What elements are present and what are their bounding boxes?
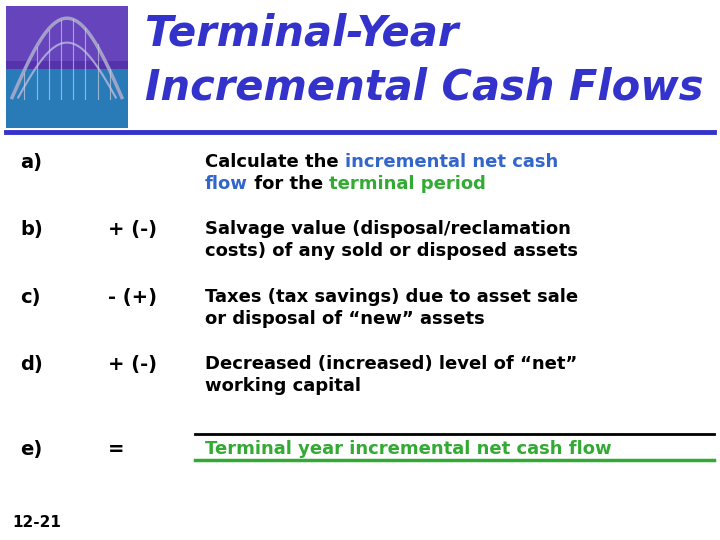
Text: c): c) xyxy=(20,288,40,307)
Text: d): d) xyxy=(20,355,42,374)
Text: Taxes (tax savings) due to asset sale: Taxes (tax savings) due to asset sale xyxy=(205,288,578,306)
Text: e): e) xyxy=(20,440,42,459)
Text: - (+): - (+) xyxy=(108,288,157,307)
Text: or disposal of “new” assets: or disposal of “new” assets xyxy=(205,310,485,328)
Text: incremental net cash: incremental net cash xyxy=(345,153,558,171)
Text: Incremental Cash Flows: Incremental Cash Flows xyxy=(145,66,703,108)
Text: + (-): + (-) xyxy=(108,220,157,239)
Text: Calculate the: Calculate the xyxy=(205,153,345,171)
Text: Salvage value (disposal/reclamation: Salvage value (disposal/reclamation xyxy=(205,220,571,238)
Text: Terminal year incremental net cash flow: Terminal year incremental net cash flow xyxy=(205,440,611,458)
FancyBboxPatch shape xyxy=(6,6,128,128)
Text: 12-21: 12-21 xyxy=(12,515,61,530)
Text: =: = xyxy=(108,440,125,459)
FancyBboxPatch shape xyxy=(6,6,128,61)
Text: for the: for the xyxy=(248,175,329,193)
Text: a): a) xyxy=(20,153,42,172)
Text: Decreased (increased) level of “net”: Decreased (increased) level of “net” xyxy=(205,355,577,373)
FancyBboxPatch shape xyxy=(6,70,128,128)
Text: flow: flow xyxy=(205,175,248,193)
Text: working capital: working capital xyxy=(205,377,361,395)
Text: b): b) xyxy=(20,220,42,239)
Text: terminal period: terminal period xyxy=(329,175,486,193)
Text: + (-): + (-) xyxy=(108,355,157,374)
Text: Terminal-Year: Terminal-Year xyxy=(145,12,459,54)
Text: costs) of any sold or disposed assets: costs) of any sold or disposed assets xyxy=(205,242,578,260)
